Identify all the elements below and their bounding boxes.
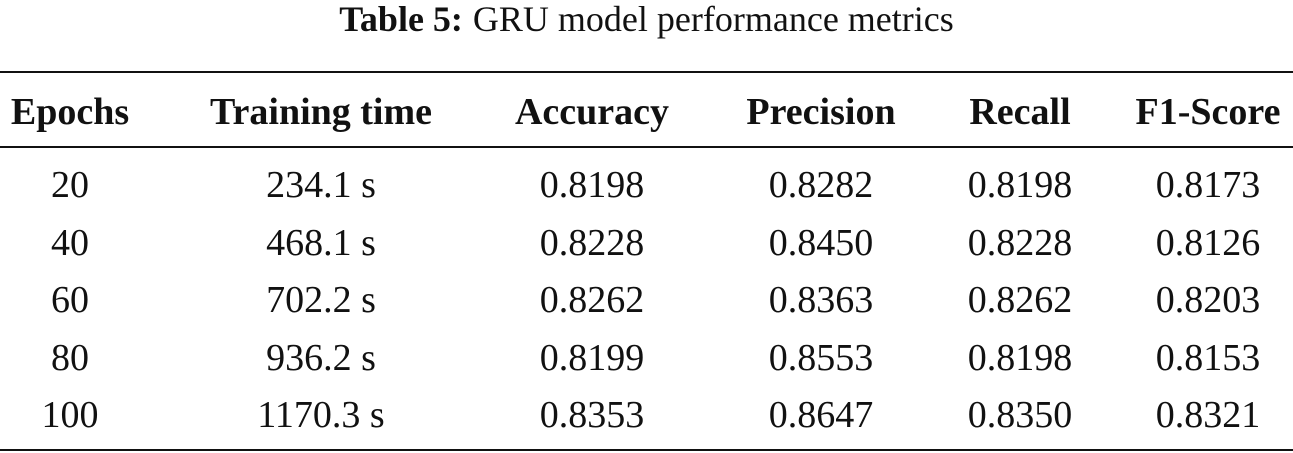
table-cell: 0.8199 xyxy=(539,336,645,379)
table-cell: 0.8450 xyxy=(768,221,874,264)
table-cell: 468.1 s xyxy=(266,221,376,264)
caption-label: Table 5: xyxy=(339,0,463,39)
header-cell: Accuracy xyxy=(514,91,670,133)
top-rule xyxy=(0,71,1293,73)
table-cell: 60 xyxy=(51,279,89,321)
table-cell: 20 xyxy=(51,164,89,206)
caption-text: GRU model performance metrics xyxy=(472,0,954,39)
table-cell: 0.8173 xyxy=(1155,164,1261,206)
table-cell: 0.8198 xyxy=(539,164,645,206)
header-cell: F1-Score xyxy=(1135,91,1281,133)
table-cell: 0.8262 xyxy=(539,279,645,321)
header-cell: Training time xyxy=(209,91,433,133)
table-cell: 234.1 s xyxy=(266,164,376,206)
table-cell: 0.8153 xyxy=(1155,336,1261,379)
header-cell: Epochs xyxy=(10,91,130,133)
table-cell: 702.2 s xyxy=(266,279,376,321)
table-cell: 0.8321 xyxy=(1155,394,1261,436)
table-cell: 40 xyxy=(51,221,89,264)
header-cell: Recall xyxy=(969,91,1071,133)
caption: Table 5: GRU model performance metrics xyxy=(0,0,1293,38)
table-cell: 0.8228 xyxy=(967,221,1073,264)
table-cell: 0.8126 xyxy=(1155,221,1261,264)
table-cell: 0.8282 xyxy=(768,164,874,206)
table-cell: 100 xyxy=(41,394,99,436)
table-cell: 0.8203 xyxy=(1155,279,1261,321)
table-cell: 0.8553 xyxy=(768,336,874,379)
table-cell: 0.8363 xyxy=(768,279,874,321)
table-cell: 0.8228 xyxy=(539,221,645,264)
table-cell: 80 xyxy=(51,336,89,379)
table-cell: 0.8647 xyxy=(768,394,874,436)
bottom-rule xyxy=(0,449,1293,451)
table-cell: 0.8262 xyxy=(967,279,1073,321)
table-cell: 936.2 s xyxy=(266,336,376,379)
table-cell: 0.8353 xyxy=(539,394,645,436)
table-cell: 0.8198 xyxy=(967,164,1073,206)
table-cell: 1170.3 s xyxy=(257,394,385,436)
mid-rule xyxy=(0,146,1293,148)
header-cell: Precision xyxy=(746,91,896,133)
table-cell: 0.8350 xyxy=(967,394,1073,436)
table-cell: 0.8198 xyxy=(967,336,1073,379)
